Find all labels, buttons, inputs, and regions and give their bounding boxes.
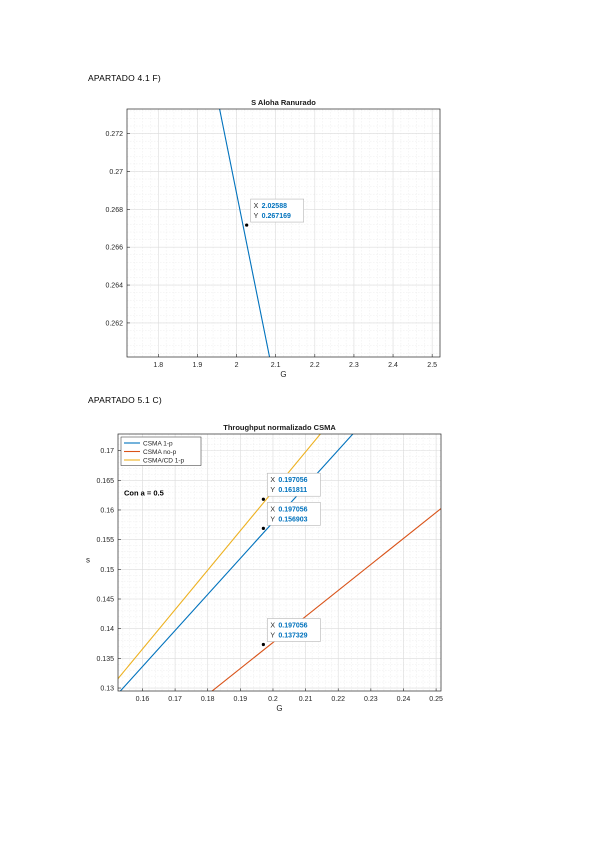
x-tick-label: 2.4 <box>388 362 398 369</box>
x-tick-label: 0.18 <box>201 696 215 703</box>
datatip-marker <box>261 642 265 647</box>
datatip-y-label: Y <box>254 213 259 220</box>
chart-title: S Aloha Ranurado <box>251 98 316 107</box>
series-line-csma-no-p <box>211 508 441 691</box>
x-tick-label: 2 <box>235 362 239 369</box>
x-tick-label: 0.25 <box>429 696 443 703</box>
y-tick-label: 0.135 <box>96 656 114 663</box>
datatip-box <box>267 618 321 642</box>
axes-box <box>117 433 442 692</box>
datatip-marker <box>261 497 265 501</box>
series-line-0 <box>219 109 271 357</box>
y-tick-label: 0.165 <box>96 478 114 485</box>
x-tick-label: 0.22 <box>331 696 345 703</box>
y-tick-label: 0.145 <box>96 597 114 604</box>
datatip-y-value: 0.161811 <box>278 487 307 494</box>
y-tick-label: 0.268 <box>105 207 123 214</box>
x-tick-label: 2.2 <box>310 362 320 369</box>
x-tick-label: 1.9 <box>193 362 203 369</box>
y-tick-label: 0.13 <box>100 686 114 693</box>
x-axis-label: G <box>276 704 282 713</box>
datatip-y-label: Y <box>270 487 275 494</box>
datatip-box <box>250 198 304 223</box>
chart-title: Throughput normalizado CSMA <box>223 423 336 432</box>
chart-annotation: Con a = 0.5 <box>124 489 164 498</box>
datatip-y-value: 0.267169 <box>262 213 291 220</box>
section-heading-5-1: APARTADO 5.1 C) <box>88 395 162 405</box>
y-tick-label: 0.17 <box>100 448 114 455</box>
y-tick-label: 0.27 <box>109 169 123 176</box>
datatip-x-value: 0.197056 <box>278 623 307 630</box>
datatip-x-value: 0.197056 <box>278 477 307 484</box>
x-tick-label: 0.19 <box>234 696 248 703</box>
datatip-y-value: 0.156903 <box>278 516 307 523</box>
datatip-y-label: Y <box>270 633 275 640</box>
y-tick-label: 0.155 <box>96 537 114 544</box>
datatip-marker <box>245 223 249 227</box>
series-group <box>219 109 271 357</box>
datatip-x-label: X <box>270 623 275 630</box>
x-tick-label: 2.3 <box>349 362 359 369</box>
x-tick-label: 1.8 <box>153 362 163 369</box>
x-tick-label: 0.21 <box>299 696 313 703</box>
y-tick-label: 0.15 <box>100 567 114 574</box>
legend-entry: CSMA/CD 1-p <box>143 457 185 464</box>
datatip-x-label: X <box>254 203 259 210</box>
y-tick-label: 0.16 <box>100 507 114 514</box>
y-tick-label: 0.262 <box>105 320 123 327</box>
datatip-x-value: 0.197056 <box>278 506 307 513</box>
x-tick-label: 0.17 <box>168 696 182 703</box>
datatip-x-value: 2.02588 <box>262 203 287 210</box>
legend-entry: CSMA no-p <box>143 449 177 456</box>
datatip-x-label: X <box>270 506 275 513</box>
y-tick-label: 0.266 <box>105 245 123 252</box>
datatip-y-label: Y <box>270 516 275 523</box>
datatip-marker <box>261 526 265 530</box>
y-tick-label: 0.272 <box>105 131 123 138</box>
x-tick-label: 0.23 <box>364 696 378 703</box>
y-tick-label: 0.14 <box>100 626 114 633</box>
section-heading-4-1: APARTADO 4.1 F) <box>88 73 161 83</box>
legend-entry: CSMA 1-p <box>143 440 173 447</box>
axes-box <box>126 108 441 358</box>
datatip-box <box>267 472 321 497</box>
datatip-x-label: X <box>270 477 275 484</box>
x-tick-label: 0.2 <box>268 696 278 703</box>
x-tick-label: 0.16 <box>136 696 150 703</box>
x-tick-label: 0.24 <box>397 696 411 703</box>
x-tick-label: 2.5 <box>427 362 437 369</box>
x-tick-label: 2.1 <box>271 362 281 369</box>
x-axis-label: G <box>280 370 286 379</box>
y-tick-label: 0.264 <box>105 283 123 290</box>
y-axis-label: s <box>86 556 90 565</box>
datatip-box <box>267 502 321 526</box>
datatip-y-value: 0.137329 <box>278 633 307 640</box>
